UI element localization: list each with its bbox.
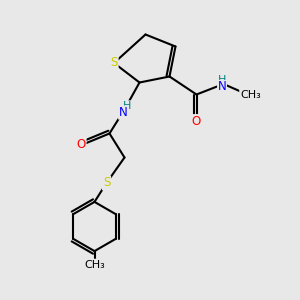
Text: N: N <box>118 106 127 119</box>
Text: N: N <box>218 80 226 94</box>
Text: H: H <box>218 75 226 85</box>
Text: O: O <box>76 137 85 151</box>
Text: H: H <box>123 101 131 111</box>
Text: S: S <box>110 56 118 70</box>
Text: S: S <box>103 176 110 190</box>
Text: O: O <box>192 115 201 128</box>
Text: CH₃: CH₃ <box>84 260 105 270</box>
Text: CH₃: CH₃ <box>240 89 261 100</box>
